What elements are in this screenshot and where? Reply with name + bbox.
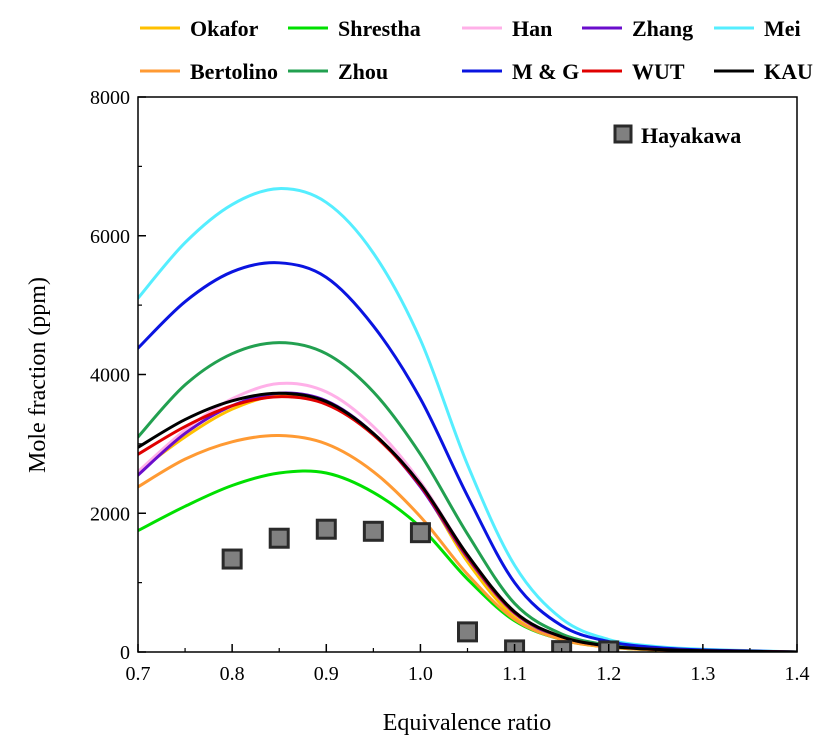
legend-item-zhou: Zhou: [288, 59, 388, 84]
series-line-wut: [138, 395, 797, 652]
series-line-kau: [138, 391, 797, 652]
scatter-legend: Hayakawa: [613, 123, 741, 148]
x-tick-label: 1.3: [690, 663, 715, 685]
legend-item-hayakawa: Hayakawa: [613, 123, 741, 148]
series-line-okafor: [138, 393, 797, 652]
legend-item-okafor: Okafor: [140, 16, 259, 41]
scatter-point-hayakawa: [362, 520, 384, 542]
legend-label: M & G: [512, 59, 579, 84]
y-tick-label: 4000: [90, 365, 130, 387]
x-tick-label: 1.4: [785, 663, 810, 685]
x-tick-label: 0.8: [220, 663, 245, 685]
y-tick-label: 8000: [90, 87, 130, 109]
axes: 0.7 0.8 0.9 1.0 1.1 1.2 1.3 1.4 0 2000 4000 6000 800…: [90, 87, 810, 685]
series-line-mei: [138, 187, 797, 652]
y-axis-title: Mole fraction (ppm): [25, 277, 51, 473]
scatter-point-hayakawa: [221, 548, 243, 570]
legend-label: WUT: [632, 59, 685, 84]
scatter-point-hayakawa: [457, 621, 478, 643]
x-tick-label: 1.1: [502, 663, 527, 685]
legend-item-zhang: Zhang: [582, 16, 693, 41]
legend-item-shrestha: Shrestha: [288, 16, 421, 41]
scatter-point-hayakawa: [551, 640, 573, 652]
series-line-han: [138, 381, 797, 652]
scatter-point-hayakawa: [315, 518, 337, 540]
x-tick-label: 0.9: [314, 663, 339, 685]
scatter-point-hayakawa: [268, 527, 290, 549]
legend-label: Bertolino: [190, 59, 278, 84]
legend-label: KAU: [764, 59, 813, 84]
x-tick-label: 0.7: [126, 663, 151, 685]
y-tick-label: 6000: [90, 226, 130, 248]
legend-label: Mei: [764, 16, 801, 41]
plot-area: [138, 187, 797, 652]
x-tick-label: 1.2: [596, 663, 621, 685]
series-line-m-g: [138, 261, 797, 652]
legend-label: Hayakawa: [641, 123, 741, 148]
legend-item-han: Han: [462, 16, 552, 41]
legend-label: Han: [512, 16, 552, 41]
y-tick-label: 0: [120, 642, 130, 664]
series-line-zhang: [138, 391, 797, 652]
legend-label: Shrestha: [338, 16, 421, 41]
legend-item-mei: Mei: [714, 16, 801, 41]
legend-label: Zhou: [338, 59, 388, 84]
legend-label: Okafor: [190, 16, 259, 41]
scatter-point-hayakawa: [409, 522, 431, 544]
legend-item-m-g: M & G: [462, 59, 579, 84]
legend-item-wut: WUT: [582, 59, 685, 84]
legend-swatch: [613, 124, 633, 144]
y-tick-label: 2000: [90, 503, 130, 525]
legend-item-kau: KAU: [714, 59, 813, 84]
legend-label: Zhang: [632, 16, 693, 41]
x-axis-title: Equivalence ratio: [383, 710, 552, 736]
x-tick-label: 1.0: [408, 663, 433, 685]
legend-item-bertolino: Bertolino: [140, 59, 278, 84]
legend: Okafor Shrestha Han Zhang Mei Bertolino Zhou M …: [140, 16, 813, 84]
